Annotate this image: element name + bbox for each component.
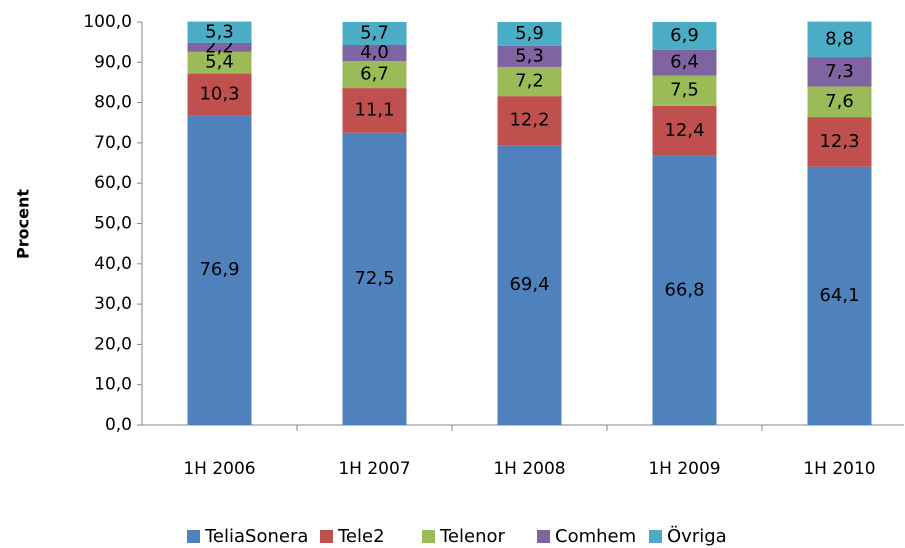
bar-segment (497, 45, 562, 68)
data-label: 8,8 (825, 28, 854, 49)
bar-segment (342, 44, 407, 62)
x-tick-label: 1H 2010 (803, 459, 875, 479)
data-label: 7,5 (670, 80, 699, 101)
data-label: 5,3 (205, 21, 234, 42)
y-tick-label: 70,0 (94, 133, 132, 153)
legend-label: Tele2 (337, 526, 385, 547)
data-label: 5,4 (205, 52, 234, 73)
bar-segment (342, 132, 407, 425)
y-tick-label: 60,0 (94, 173, 132, 193)
data-label: 5,7 (360, 22, 389, 43)
data-label: 6,4 (670, 52, 699, 73)
data-label: 6,7 (360, 64, 389, 85)
x-tick-label: 1H 2007 (338, 459, 410, 479)
y-tick-label: 40,0 (94, 254, 132, 274)
y-tick-label: 0,0 (105, 415, 132, 435)
y-tick-label: 30,0 (94, 294, 132, 314)
legend-swatch (320, 530, 333, 543)
y-tick-label: 50,0 (94, 214, 132, 234)
data-label: 7,6 (825, 91, 854, 112)
bar-segment (187, 21, 252, 43)
bar-segment (187, 115, 252, 425)
data-label: 4,0 (360, 42, 389, 63)
bar-segment (652, 75, 717, 106)
y-tick-label: 100,0 (83, 12, 132, 32)
bar-segment (187, 51, 252, 74)
x-tick-label: 1H 2008 (493, 459, 565, 479)
bar-segment (652, 155, 717, 425)
data-label: 10,3 (199, 83, 239, 104)
legend-swatch (422, 530, 435, 543)
bar-segment (497, 22, 562, 46)
data-label: 5,3 (515, 45, 544, 66)
data-label: 11,1 (354, 99, 394, 120)
bar-segment (807, 21, 872, 58)
bar-segment (187, 73, 252, 116)
legend-label: Comhem (555, 526, 636, 547)
y-tick-label: 90,0 (94, 52, 132, 72)
x-tick-label: 1H 2006 (183, 459, 255, 479)
data-label: 6,9 (670, 25, 699, 46)
data-label: 72,5 (354, 268, 394, 289)
legend-label: Telenor (439, 526, 506, 547)
data-label: 12,2 (509, 110, 549, 131)
data-label: 66,8 (664, 279, 704, 300)
bar-segment (807, 117, 872, 167)
bar-segment (187, 42, 252, 52)
data-label: 7,3 (825, 61, 854, 82)
data-label: 76,9 (199, 259, 239, 280)
bar-segment (807, 57, 872, 87)
bar-segment (652, 22, 717, 50)
legend-swatch (187, 530, 200, 543)
bar-segment (652, 49, 717, 76)
bar-segment (497, 67, 562, 97)
y-tick-label: 20,0 (94, 334, 132, 354)
y-tick-label: 80,0 (94, 93, 132, 113)
data-label: 5,9 (515, 23, 544, 44)
bar-segment (807, 86, 872, 118)
bar-segment (497, 145, 562, 425)
y-axis-label: Procent (14, 189, 33, 259)
data-label: 64,1 (819, 285, 859, 306)
bar-segment (497, 96, 562, 146)
data-label: 12,3 (819, 131, 859, 152)
data-label: 7,2 (515, 71, 544, 92)
legend-label: TeliaSonera (204, 526, 308, 547)
legend-label: Övriga (667, 525, 727, 547)
bar-segment (342, 22, 407, 45)
legend-swatch (649, 530, 662, 543)
bar-segment (342, 88, 407, 133)
bar-segment (807, 166, 872, 425)
y-tick-label: 10,0 (94, 375, 132, 395)
data-label: 12,4 (664, 120, 704, 141)
data-label: 69,4 (509, 274, 549, 295)
x-tick-label: 1H 2009 (648, 459, 720, 479)
legend-swatch (537, 530, 550, 543)
bar-segment (342, 61, 407, 89)
bar-segment (652, 105, 717, 156)
